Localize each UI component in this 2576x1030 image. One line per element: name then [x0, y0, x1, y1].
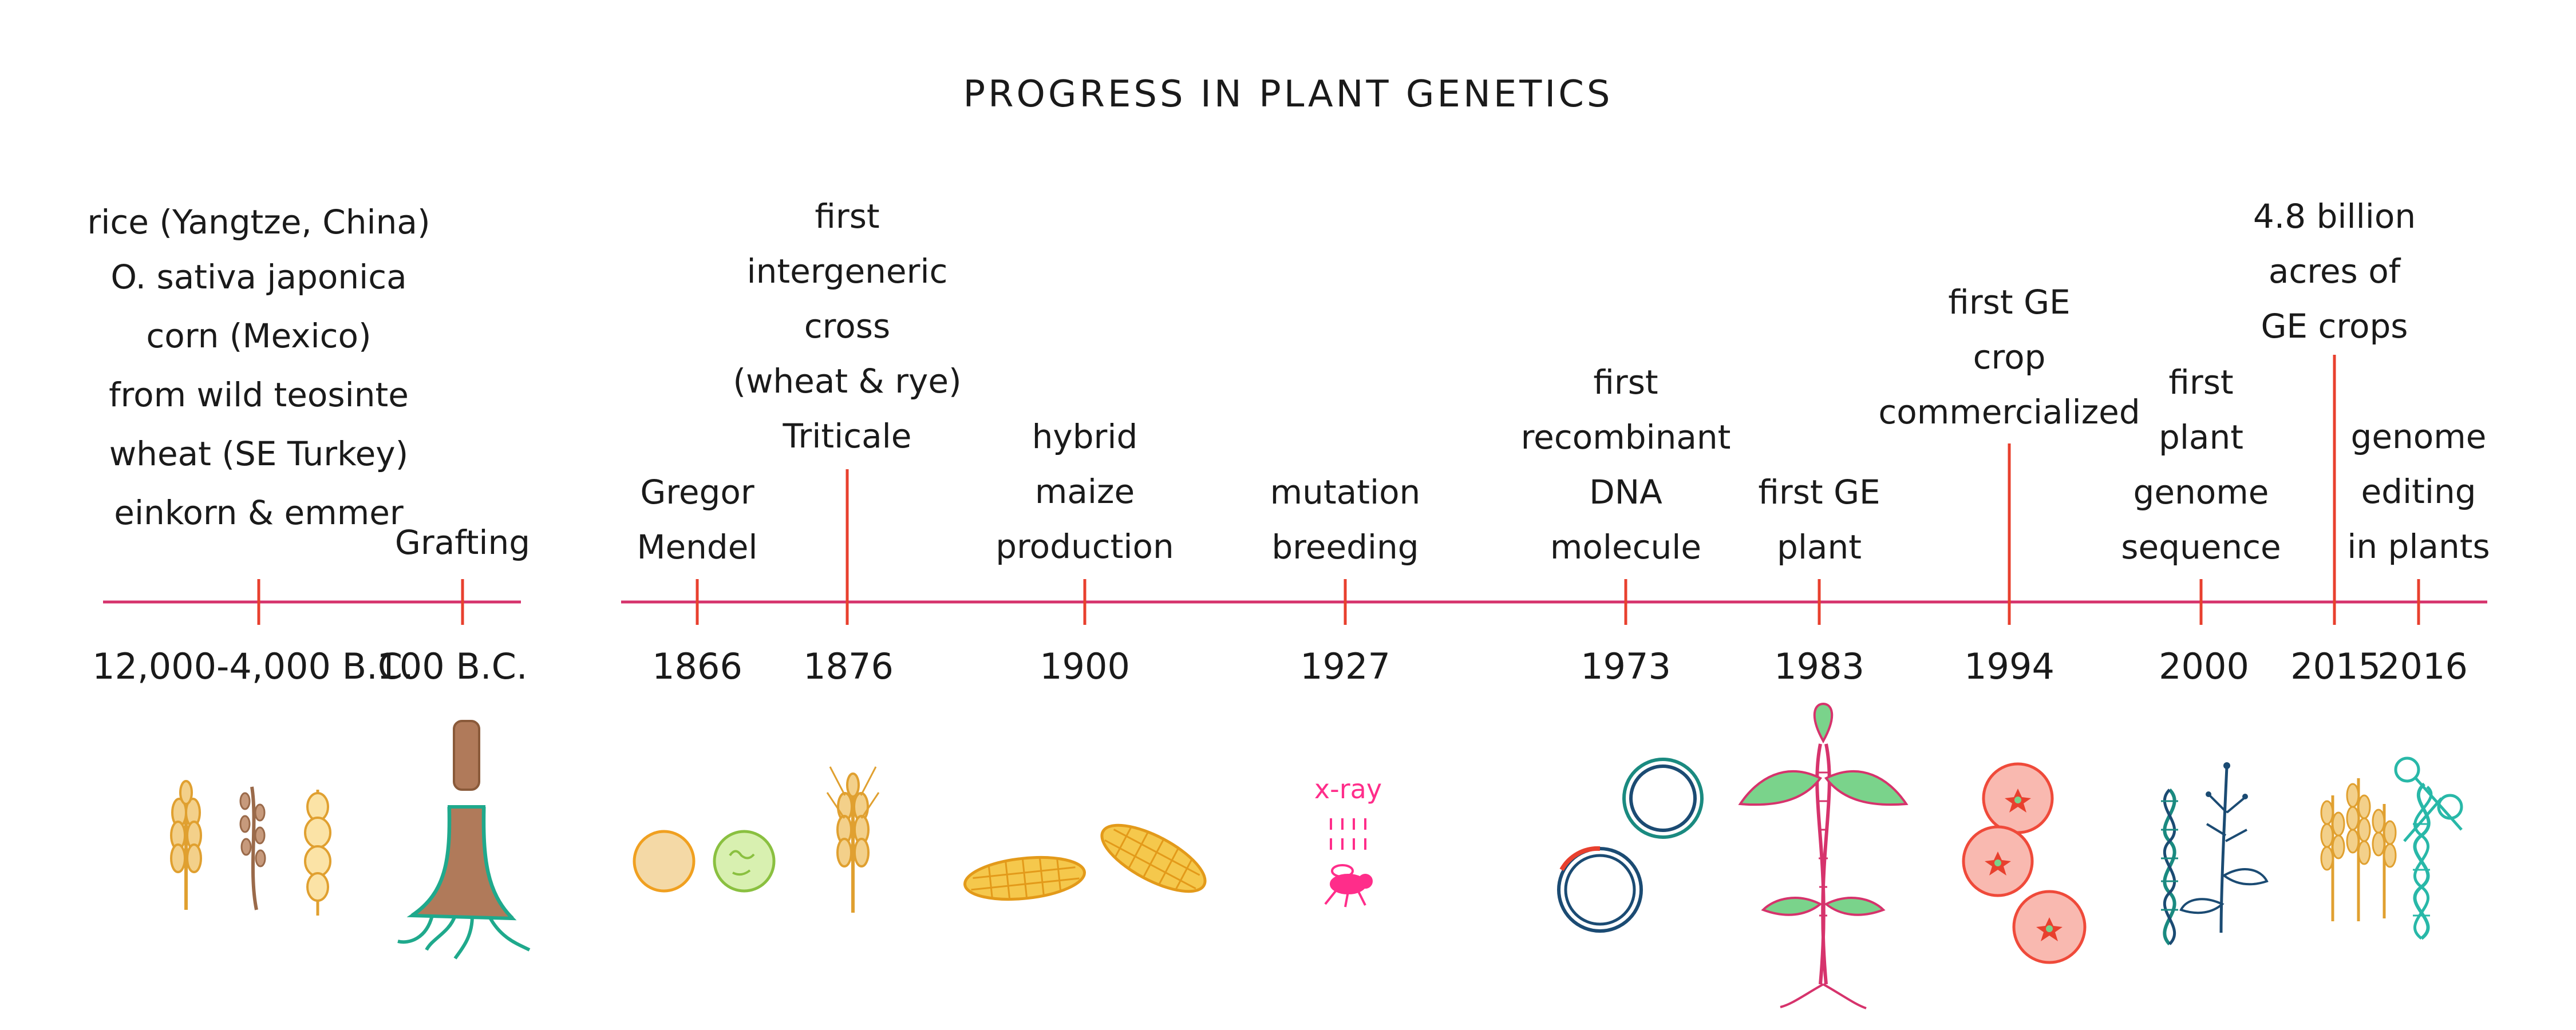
- event-label-line: Mendel: [637, 528, 758, 566]
- event-label-line: mutation: [1270, 473, 1421, 512]
- event-label-neolithic: rice (Yangtze, China) O. sativa japonica c…: [87, 195, 430, 540]
- event-label-mutation: mutation breeding: [1270, 465, 1421, 575]
- event-label-line: recombinant: [1520, 418, 1731, 457]
- event-label-line: corn (Mexico): [146, 316, 372, 355]
- crops-icon: [2320, 778, 2397, 921]
- event-label-line: acres of: [2268, 252, 2401, 291]
- rice-icon: [239, 786, 266, 910]
- event-label-line: Gregor: [640, 473, 754, 512]
- event-label-line: first: [2168, 363, 2234, 402]
- tomatoes-icon: [1962, 762, 2087, 964]
- event-label-line: hybrid: [1032, 417, 1138, 456]
- year-genome-seq: 2000: [2159, 645, 2249, 687]
- peas-icon: [633, 830, 776, 893]
- event-label-line: 4.8 billion: [2253, 197, 2416, 236]
- event-label-line: intergeneric: [746, 252, 948, 291]
- event-label-line: maize: [1034, 472, 1135, 511]
- event-label-line: first GE: [1758, 473, 1880, 512]
- tree-graft-icon: [397, 720, 531, 960]
- event-label-line: O. sativa japonica: [110, 258, 407, 296]
- teosinte-icon: [304, 790, 331, 916]
- event-label-line: in plants: [2347, 527, 2490, 566]
- event-label-line: from wild teosinte: [109, 375, 409, 414]
- event-label-line: commercialized: [1878, 393, 2140, 431]
- event-label-ge-plant: first GE plant: [1758, 465, 1880, 575]
- year-mutation: 1927: [1300, 645, 1390, 687]
- event-label-line: editing: [2361, 472, 2476, 511]
- dna-plant-icon: [2161, 762, 2269, 946]
- dna-scissors-icon: [2394, 756, 2463, 940]
- year-triticale: 1876: [803, 645, 894, 687]
- event-label-line: (wheat & rye): [733, 362, 962, 401]
- ge-plant-icon: [1738, 702, 1909, 1009]
- plasmid-rings-icon: [1557, 758, 1704, 933]
- event-label-line: einkorn & emmer: [114, 493, 404, 532]
- event-label-ge-acres: 4.8 billion acres of GE crops: [2253, 189, 2416, 354]
- event-label-line: sequence: [2121, 528, 2281, 566]
- event-label-hybrid-maize: hybrid maize production: [995, 409, 1174, 574]
- corn-cobs-icon: [963, 823, 1207, 901]
- event-label-line: plant: [2159, 418, 2243, 457]
- event-label-line: production: [995, 527, 1174, 566]
- event-label-line: first: [815, 197, 880, 236]
- event-label-triticale: first intergeneric cross (wheat & rye) Triti…: [733, 189, 961, 464]
- event-label-mendel: Gregor Mendel: [637, 465, 757, 575]
- wheat-ear-icon: [826, 766, 880, 913]
- event-label-line: cross: [804, 307, 891, 346]
- xray-fly-icon: x-ray: [1314, 774, 1382, 908]
- event-label-line: crop: [1973, 338, 2046, 377]
- event-label-ge-crop: first GE crop commercialized: [1878, 275, 2140, 439]
- event-label-line: first: [1593, 363, 1658, 402]
- event-label-line: wheat (SE Turkey): [109, 434, 409, 473]
- event-label-line: DNA: [1589, 473, 1662, 512]
- year-neolithic: 12,000-4,000 B.C.: [92, 645, 414, 687]
- event-label-line: rice (Yangtze, China): [87, 203, 430, 241]
- event-label-line: plant: [1777, 528, 1862, 566]
- year-hybrid-maize: 1900: [1040, 645, 1130, 687]
- year-recombinant: 1973: [1581, 645, 1671, 687]
- event-label-line: genome: [2350, 417, 2487, 456]
- event-label-grafting: Grafting: [395, 515, 530, 570]
- page-title: PROGRESS IN PLANT GENETICS: [963, 73, 1613, 116]
- year-genome-edit: 2016: [2377, 645, 2468, 687]
- event-label-genome-edit: genome editing in plants: [2347, 409, 2490, 574]
- year-mendel: 1866: [652, 645, 742, 687]
- event-label-line: molecule: [1550, 528, 1702, 566]
- event-label-line: breeding: [1271, 528, 1419, 566]
- event-label-line: Triticale: [783, 417, 912, 455]
- year-ge-plant: 1983: [1774, 645, 1864, 687]
- event-label-line: Grafting: [394, 523, 531, 562]
- wheat-icon: [170, 780, 202, 910]
- event-label-line: genome: [2133, 473, 2269, 512]
- event-label-line: GE crops: [2261, 307, 2408, 346]
- year-ge-acres: 2015: [2290, 645, 2381, 687]
- year-grafting: 100 B.C.: [377, 645, 528, 687]
- year-ge-crop: 1994: [1964, 645, 2055, 687]
- event-label-line: first GE: [1948, 283, 2071, 322]
- event-label-genome-seq: first plant genome sequence: [2121, 355, 2281, 575]
- event-label-recombinant: first recombinant DNA molecule: [1521, 355, 1731, 575]
- wheat-rice-corn-icon: [170, 780, 331, 916]
- xray-label: x-ray: [1314, 774, 1382, 805]
